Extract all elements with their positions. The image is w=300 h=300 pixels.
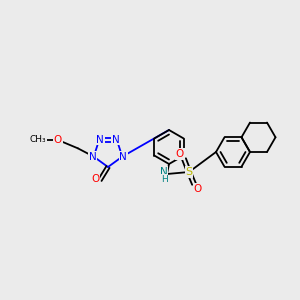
Text: N: N [96,135,104,145]
Text: O: O [194,184,202,194]
Text: N: N [89,152,97,162]
Text: O: O [176,149,184,159]
Text: N: N [112,135,120,145]
Text: N: N [160,167,168,177]
Text: S: S [185,167,193,177]
Text: N: N [119,152,127,162]
Text: CH₃: CH₃ [30,136,46,145]
Text: O: O [91,174,99,184]
Text: O: O [54,135,62,145]
Text: H: H [160,175,167,184]
